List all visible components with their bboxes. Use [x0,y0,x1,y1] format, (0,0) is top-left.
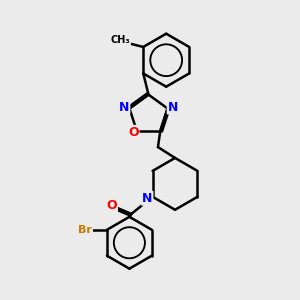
Text: Br: Br [78,225,92,235]
Text: N: N [142,192,152,205]
Text: O: O [128,126,139,139]
Text: O: O [106,199,117,212]
Text: N: N [119,100,129,113]
Text: CH₃: CH₃ [110,35,130,45]
Text: N: N [168,100,178,113]
